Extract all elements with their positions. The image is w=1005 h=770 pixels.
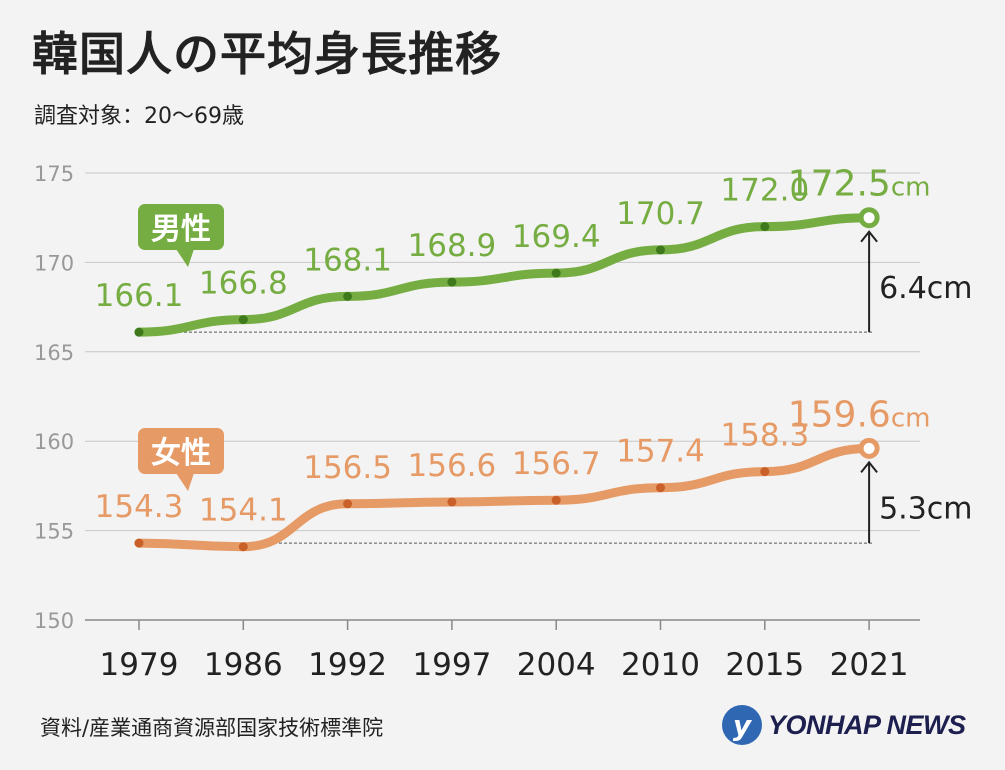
data-label: 159.6cm (788, 394, 931, 435)
legend-badge (138, 428, 224, 474)
data-label: 166.1 (95, 278, 184, 314)
chart-subtitle: 調査対象：20～69歳 (34, 104, 244, 129)
source-note: 資料/産業通商資源部国家技術標準院 (40, 716, 384, 740)
x-tick-label: 2010 (621, 647, 700, 683)
diff-arrow-head-icon (860, 460, 878, 473)
diff-label: 6.4cm (879, 271, 972, 306)
data-label: 154.3 (95, 489, 184, 525)
data-label: 168.9 (408, 228, 497, 264)
y-tick-label: 150 (34, 609, 74, 633)
yonhap-logo-text: YONHAP NEWS (768, 709, 966, 740)
series-line-female (134, 443, 874, 552)
x-tick-label: 1986 (204, 647, 283, 683)
x-tick-label: 2021 (830, 647, 909, 683)
data-point (551, 268, 561, 278)
unit-label: cm (891, 173, 931, 203)
data-label: 172.0 (720, 173, 809, 209)
data-point (343, 291, 353, 301)
yonhap-logo: y YONHAP NEWS (722, 705, 966, 745)
data-point (447, 497, 457, 507)
diff-arrow-head-icon (860, 230, 878, 243)
yonhap-logo-mark-icon: y (722, 705, 762, 745)
data-point (760, 467, 770, 477)
data-label: 166.8 (199, 266, 288, 302)
series-line-male (134, 213, 874, 337)
data-point (343, 499, 353, 509)
data-label: 156.6 (408, 448, 497, 484)
data-point (551, 495, 561, 505)
legend-badge-pointer (176, 473, 194, 491)
data-label: 158.3 (720, 418, 809, 454)
x-tick-label: 2015 (725, 647, 804, 683)
data-point (238, 542, 248, 552)
data-point (238, 315, 248, 325)
legend-label: 女性 (151, 436, 211, 471)
y-tick-label: 175 (34, 162, 74, 186)
endpoint-marker (858, 207, 880, 229)
x-tick-label: 2004 (517, 647, 596, 683)
legend-badge-pointer (176, 249, 194, 267)
data-label: 172.5cm (788, 164, 931, 205)
data-point (760, 222, 770, 232)
chart-title: 韓国人の平均身長推移 (32, 27, 502, 81)
data-label: 169.4 (512, 219, 601, 255)
data-label: 157.4 (616, 434, 705, 470)
diff-label: 5.3cm (879, 492, 972, 527)
data-point (656, 245, 665, 255)
endpoint-marker (858, 437, 880, 459)
y-tick-label: 165 (34, 341, 74, 365)
data-label: 154.1 (199, 493, 288, 529)
data-label: 170.7 (616, 196, 705, 232)
data-point (447, 277, 457, 287)
legend-badge (138, 204, 224, 250)
data-label: 168.1 (303, 242, 392, 278)
data-point (656, 483, 665, 493)
legend-label: 男性 (151, 212, 211, 247)
y-tick-label: 160 (34, 430, 74, 454)
unit-label: cm (891, 403, 931, 433)
data-label: 156.7 (512, 446, 601, 482)
x-tick-label: 1997 (412, 647, 491, 683)
data-point (134, 538, 144, 548)
x-tick-label: 1979 (100, 647, 179, 683)
x-tick-label: 1992 (308, 647, 387, 683)
data-point (134, 327, 144, 337)
y-tick-label: 155 (34, 520, 74, 544)
data-label: 156.5 (303, 450, 392, 486)
y-tick-label: 170 (34, 251, 74, 275)
